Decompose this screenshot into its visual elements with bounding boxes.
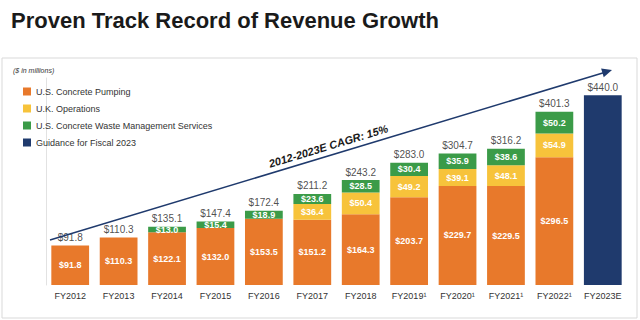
svg-text:$38.6: $38.6 (495, 152, 518, 162)
svg-text:$110.3: $110.3 (104, 224, 134, 235)
svg-text:$39.1: $39.1 (446, 173, 469, 183)
svg-text:$15.4: $15.4 (204, 220, 227, 230)
svg-text:$48.1: $48.1 (495, 171, 518, 181)
svg-text:FY2019¹: FY2019¹ (392, 291, 427, 301)
svg-text:FY2014: FY2014 (151, 291, 183, 301)
svg-text:FY2012: FY2012 (54, 291, 86, 301)
svg-text:$147.4: $147.4 (200, 208, 231, 219)
svg-text:Proven Track Record of Revenue: Proven Track Record of Revenue Growth (11, 8, 439, 33)
svg-text:U.K. Operations: U.K. Operations (36, 104, 101, 114)
svg-text:2012-2023E CAGR: 15%: 2012-2023E CAGR: 15% (266, 122, 389, 170)
svg-text:U.S. Concrete Pumping: U.S. Concrete Pumping (36, 87, 131, 97)
svg-text:$229.5: $229.5 (492, 231, 520, 241)
svg-text:$50.4: $50.4 (349, 198, 372, 208)
svg-text:FY2023E: FY2023E (584, 291, 622, 301)
svg-text:$122.1: $122.1 (153, 254, 181, 264)
svg-text:FY2013: FY2013 (103, 291, 135, 301)
svg-text:$135.1: $135.1 (152, 213, 183, 224)
svg-text:$54.9: $54.9 (543, 140, 566, 150)
svg-text:$316.2: $316.2 (491, 135, 522, 146)
svg-text:Guidance for Fiscal 2023: Guidance for Fiscal 2023 (36, 138, 136, 148)
svg-text:FY2020¹: FY2020¹ (440, 291, 475, 301)
svg-text:$30.4: $30.4 (398, 164, 421, 174)
svg-text:$91.8: $91.8 (59, 260, 82, 270)
svg-text:$23.6: $23.6 (301, 194, 324, 204)
svg-text:$110.3: $110.3 (105, 256, 132, 266)
svg-text:($ in millions): ($ in millions) (13, 67, 54, 75)
svg-text:$49.2: $49.2 (398, 182, 421, 192)
svg-text:$211.2: $211.2 (297, 180, 327, 191)
svg-text:$132.0: $132.0 (202, 252, 230, 262)
svg-text:$18.9: $18.9 (253, 210, 276, 220)
svg-text:$304.7: $304.7 (442, 140, 473, 151)
svg-text:FY2016: FY2016 (248, 291, 280, 301)
svg-text:$50.2: $50.2 (543, 118, 566, 128)
svg-text:$153.5: $153.5 (250, 247, 278, 257)
svg-text:$172.4: $172.4 (249, 197, 280, 208)
svg-text:$91.8: $91.8 (57, 231, 83, 243)
svg-text:$203.7: $203.7 (395, 236, 423, 246)
svg-text:$440.0: $440.0 (587, 82, 618, 93)
svg-text:FY2021¹: FY2021¹ (489, 291, 524, 301)
svg-text:FY2017: FY2017 (297, 291, 329, 301)
svg-text:$35.9: $35.9 (446, 156, 469, 166)
svg-text:$164.3: $164.3 (347, 245, 375, 255)
svg-text:U.S. Concrete Waste Management: U.S. Concrete Waste Management Services (36, 121, 213, 131)
svg-text:$229.7: $229.7 (444, 230, 472, 240)
svg-text:$28.5: $28.5 (349, 181, 372, 191)
svg-text:$401.3: $401.3 (539, 98, 570, 109)
svg-text:$151.2: $151.2 (299, 247, 327, 257)
svg-text:FY2015: FY2015 (200, 291, 232, 301)
svg-text:FY2022¹: FY2022¹ (537, 291, 572, 301)
svg-text:$13.0: $13.0 (156, 225, 179, 235)
svg-text:$243.2: $243.2 (345, 167, 376, 178)
svg-text:$36.4: $36.4 (301, 207, 324, 217)
svg-text:$296.5: $296.5 (541, 216, 569, 226)
svg-text:FY2018: FY2018 (345, 291, 377, 301)
svg-text:$283.0: $283.0 (394, 149, 425, 160)
